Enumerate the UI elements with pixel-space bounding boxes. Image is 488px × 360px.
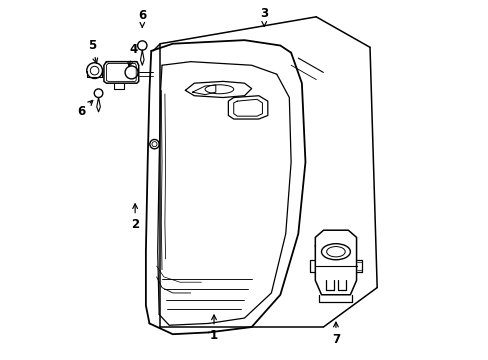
Text: 2: 2	[131, 204, 139, 231]
Text: 3: 3	[260, 7, 268, 26]
Text: 5: 5	[88, 39, 98, 63]
Text: 4: 4	[127, 42, 137, 67]
Text: 6: 6	[138, 9, 146, 27]
Text: 1: 1	[209, 315, 218, 342]
Text: 7: 7	[331, 322, 339, 346]
Text: 6: 6	[77, 100, 93, 118]
